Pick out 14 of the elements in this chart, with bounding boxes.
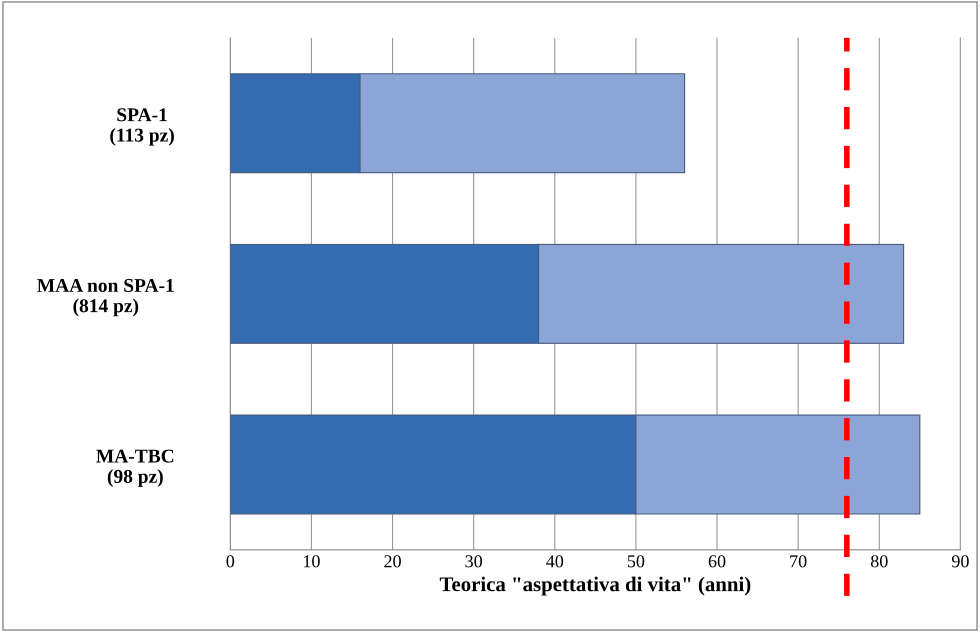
y-tick-label: SPA-1 (113 pz): [110, 108, 174, 146]
x-tick-label: 90: [952, 555, 969, 568]
x-tick-label: 0: [226, 555, 234, 568]
x-tick-label: 10: [304, 555, 320, 568]
x-tick-label: 30: [466, 555, 482, 568]
x-axis-title: Teorica "aspettativa di vita" (anni): [440, 576, 750, 596]
x-tick-label: 40: [546, 555, 564, 568]
x-tick-label: 70: [790, 555, 806, 568]
x-tick-label: 80: [870, 555, 888, 568]
y-tick-label: MAA non SPA-1 (814 pz): [37, 278, 174, 316]
x-tick-label: 50: [628, 555, 644, 568]
y-tick-label: MA-TBC (98 pz): [96, 450, 174, 487]
x-tick-label: 60: [708, 555, 726, 568]
x-tick-label: 20: [384, 555, 401, 568]
